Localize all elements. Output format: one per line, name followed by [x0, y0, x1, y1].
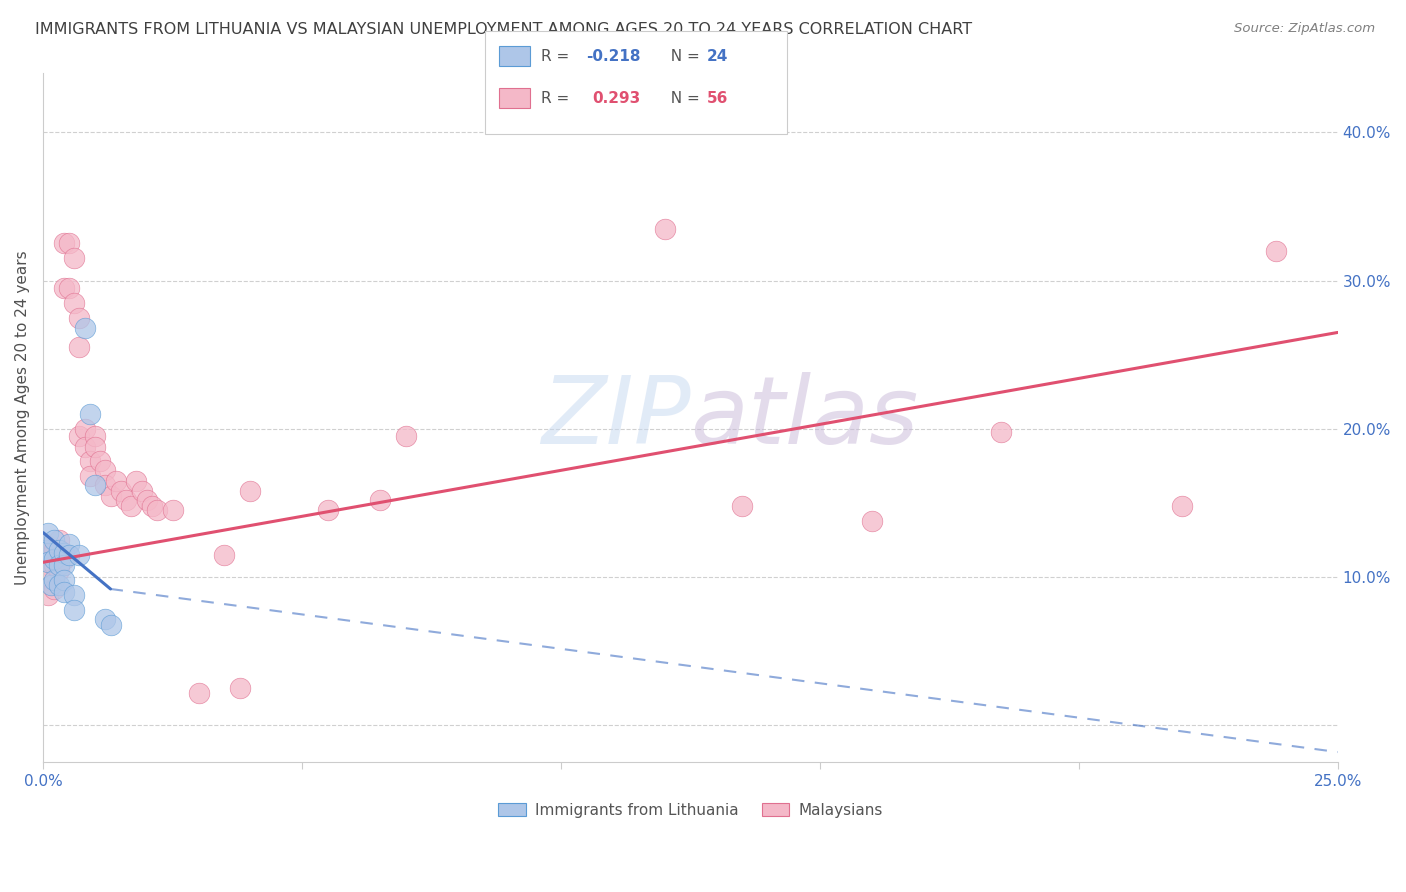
Point: [731, 499, 754, 513]
Text: N =: N =: [661, 49, 704, 63]
Point: [37, 548, 59, 562]
Point: [990, 425, 1012, 439]
Point: [67, 310, 90, 325]
Point: [104, 474, 127, 488]
Point: [89, 454, 111, 468]
Point: [94, 478, 117, 492]
Point: [110, 484, 132, 499]
Point: [48, 543, 70, 558]
Text: IMMIGRANTS FROM LITHUANIA VS MALAYSIAN UNEMPLOYMENT AMONG AGES 20 TO 24 YEARS CO: IMMIGRANTS FROM LITHUANIA VS MALAYSIAN U…: [35, 22, 973, 37]
Point: [34, 537, 56, 551]
Point: [58, 281, 80, 295]
Point: [84, 478, 107, 492]
Point: [162, 503, 184, 517]
Text: R =: R =: [541, 49, 575, 63]
Point: [42, 552, 65, 566]
Point: [37, 573, 59, 587]
Legend: Immigrants from Lithuania, Malaysians: Immigrants from Lithuania, Malaysians: [492, 797, 889, 823]
Point: [37, 525, 59, 540]
Point: [42, 558, 65, 573]
Point: [73, 440, 96, 454]
Point: [35, 543, 58, 558]
Text: 56: 56: [707, 91, 728, 105]
Point: [100, 617, 122, 632]
Point: [654, 221, 676, 235]
Text: 24: 24: [707, 49, 728, 63]
Point: [48, 577, 70, 591]
Point: [73, 422, 96, 436]
Point: [67, 340, 90, 354]
Point: [58, 236, 80, 251]
Point: [52, 573, 75, 587]
Text: atlas: atlas: [690, 372, 918, 463]
Point: [239, 484, 262, 499]
Point: [39, 548, 62, 562]
Point: [48, 563, 70, 577]
Point: [39, 577, 62, 591]
Point: [58, 548, 80, 562]
Text: N =: N =: [661, 91, 704, 105]
Text: Source: ZipAtlas.com: Source: ZipAtlas.com: [1234, 22, 1375, 36]
Point: [52, 585, 75, 599]
Point: [52, 552, 75, 566]
Point: [42, 533, 65, 547]
Point: [395, 429, 418, 443]
Point: [79, 469, 101, 483]
Point: [146, 503, 169, 517]
Point: [63, 252, 86, 266]
Y-axis label: Unemployment Among Ages 20 to 24 years: Unemployment Among Ages 20 to 24 years: [15, 251, 30, 585]
Point: [187, 686, 209, 700]
Point: [48, 558, 70, 573]
Point: [84, 429, 107, 443]
Point: [79, 454, 101, 468]
Point: [42, 573, 65, 587]
Point: [58, 537, 80, 551]
Point: [73, 321, 96, 335]
Point: [229, 681, 252, 696]
Point: [52, 546, 75, 560]
Text: ZIP: ZIP: [541, 372, 690, 463]
Point: [135, 493, 157, 508]
Point: [1171, 499, 1194, 513]
Point: [100, 489, 122, 503]
Point: [131, 484, 153, 499]
Point: [42, 582, 65, 596]
Point: [125, 474, 148, 488]
Point: [316, 503, 339, 517]
Point: [67, 429, 90, 443]
Point: [860, 514, 883, 528]
Point: [79, 407, 101, 421]
Text: 0.293: 0.293: [592, 91, 640, 105]
Point: [84, 440, 107, 454]
Point: [48, 533, 70, 547]
Point: [67, 548, 90, 562]
Point: [94, 463, 117, 477]
Point: [63, 588, 86, 602]
Point: [368, 493, 391, 508]
Point: [141, 499, 163, 513]
Point: [37, 555, 59, 569]
Point: [37, 558, 59, 573]
Point: [48, 543, 70, 558]
Text: R =: R =: [541, 91, 579, 105]
Point: [52, 281, 75, 295]
Point: [35, 543, 58, 558]
Text: -0.218: -0.218: [586, 49, 641, 63]
Point: [214, 548, 236, 562]
Point: [120, 499, 142, 513]
Point: [115, 493, 138, 508]
Point: [63, 603, 86, 617]
Point: [94, 612, 117, 626]
Point: [1264, 244, 1286, 258]
Point: [37, 588, 59, 602]
Point: [52, 558, 75, 573]
Point: [42, 543, 65, 558]
Point: [52, 236, 75, 251]
Point: [63, 295, 86, 310]
